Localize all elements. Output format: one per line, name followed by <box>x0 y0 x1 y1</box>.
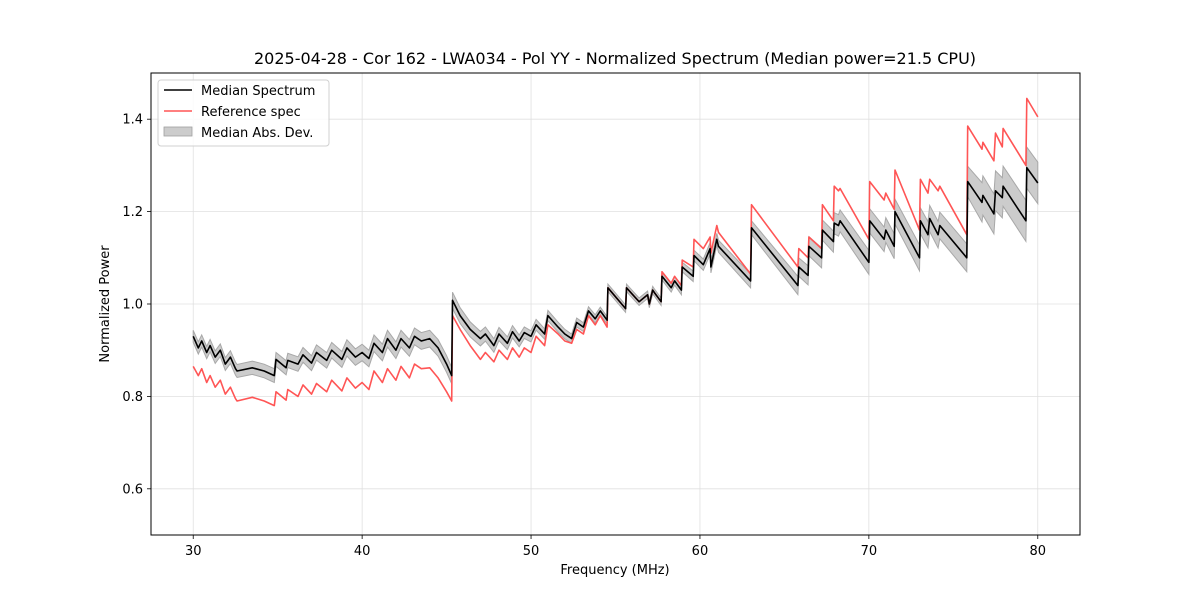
legend-mad-label: Median Abs. Dev. <box>201 126 313 141</box>
x-axis-label: Frequency (MHz) <box>560 563 669 578</box>
y-tick-label: 1.4 <box>122 113 143 128</box>
x-tick-label: 30 <box>185 544 202 559</box>
grid <box>151 73 1080 535</box>
legend: Median Spectrum Reference spec Median Ab… <box>157 79 330 147</box>
reference-spectrum-line <box>192 97 1039 407</box>
y-tick-label: 1.0 <box>122 298 143 313</box>
series-layer <box>192 97 1039 407</box>
y-axis-label: Normalized Power <box>98 245 113 363</box>
median-spectrum-line <box>192 166 1039 377</box>
legend-reference-label: Reference spec <box>201 105 301 120</box>
y-tick-label: 0.8 <box>122 390 143 405</box>
x-axis: 30 40 50 60 70 80 <box>185 535 1046 559</box>
legend-median-label: Median Spectrum <box>201 84 315 99</box>
y-tick-label: 1.2 <box>122 205 143 220</box>
x-tick-label: 40 <box>354 544 371 559</box>
y-axis: 0.6 0.8 1.0 1.2 1.4 <box>122 113 151 497</box>
x-tick-label: 50 <box>523 544 540 559</box>
x-tick-label: 70 <box>861 544 878 559</box>
legend-box <box>157 79 330 147</box>
legend-mad-swatch <box>163 126 193 137</box>
chart-title: 2025-04-28 - Cor 162 - LWA034 - Pol YY -… <box>254 49 976 68</box>
x-tick-label: 80 <box>1029 544 1046 559</box>
y-tick-label: 0.6 <box>122 482 143 497</box>
x-tick-label: 60 <box>692 544 709 559</box>
